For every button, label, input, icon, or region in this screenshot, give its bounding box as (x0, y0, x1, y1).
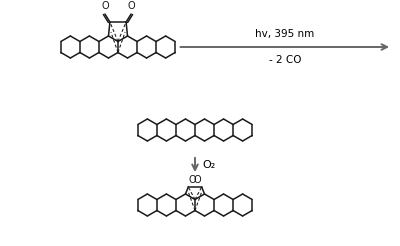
Text: O₂: O₂ (202, 160, 215, 170)
Text: hv, 395 nm: hv, 395 nm (255, 29, 314, 39)
Text: O: O (127, 1, 135, 11)
Text: O: O (188, 175, 196, 185)
Text: O: O (101, 1, 109, 11)
Text: - 2 CO: - 2 CO (268, 55, 301, 65)
Text: O: O (194, 175, 202, 185)
